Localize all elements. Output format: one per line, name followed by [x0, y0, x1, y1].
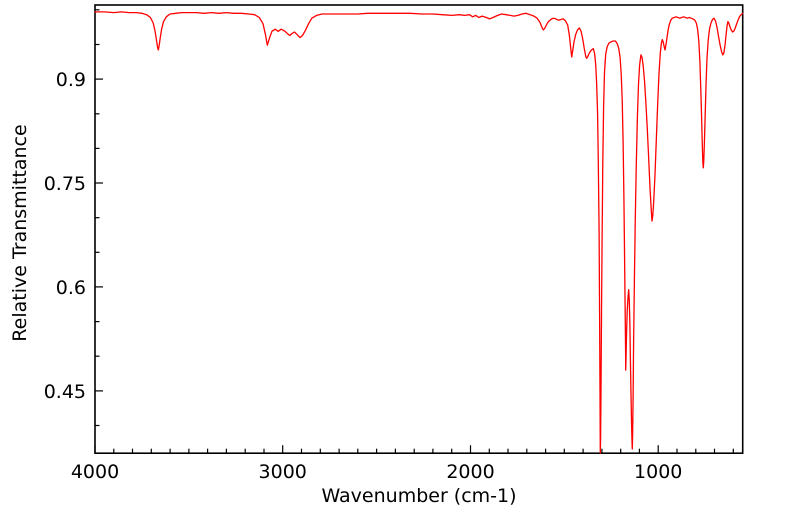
x-axis-tick-label: 4000 — [71, 461, 119, 483]
y-axis-tick-label: 0.75 — [44, 173, 86, 195]
y-axis-tick-label: 0.9 — [56, 69, 86, 91]
x-axis-tick-label: 1000 — [634, 461, 682, 483]
x-axis-title: Wavenumber (cm-1) — [321, 485, 517, 507]
spectrum-line — [94, 11, 744, 454]
y-axis-tick-label: 0.6 — [56, 277, 86, 299]
y-axis-title: Relative Transmittance — [9, 124, 31, 342]
x-axis-tick-label: 3000 — [259, 461, 307, 483]
x-axis-tick-label: 2000 — [446, 461, 494, 483]
y-axis-tick-label: 0.45 — [44, 381, 86, 403]
plot-border — [94, 4, 744, 455]
